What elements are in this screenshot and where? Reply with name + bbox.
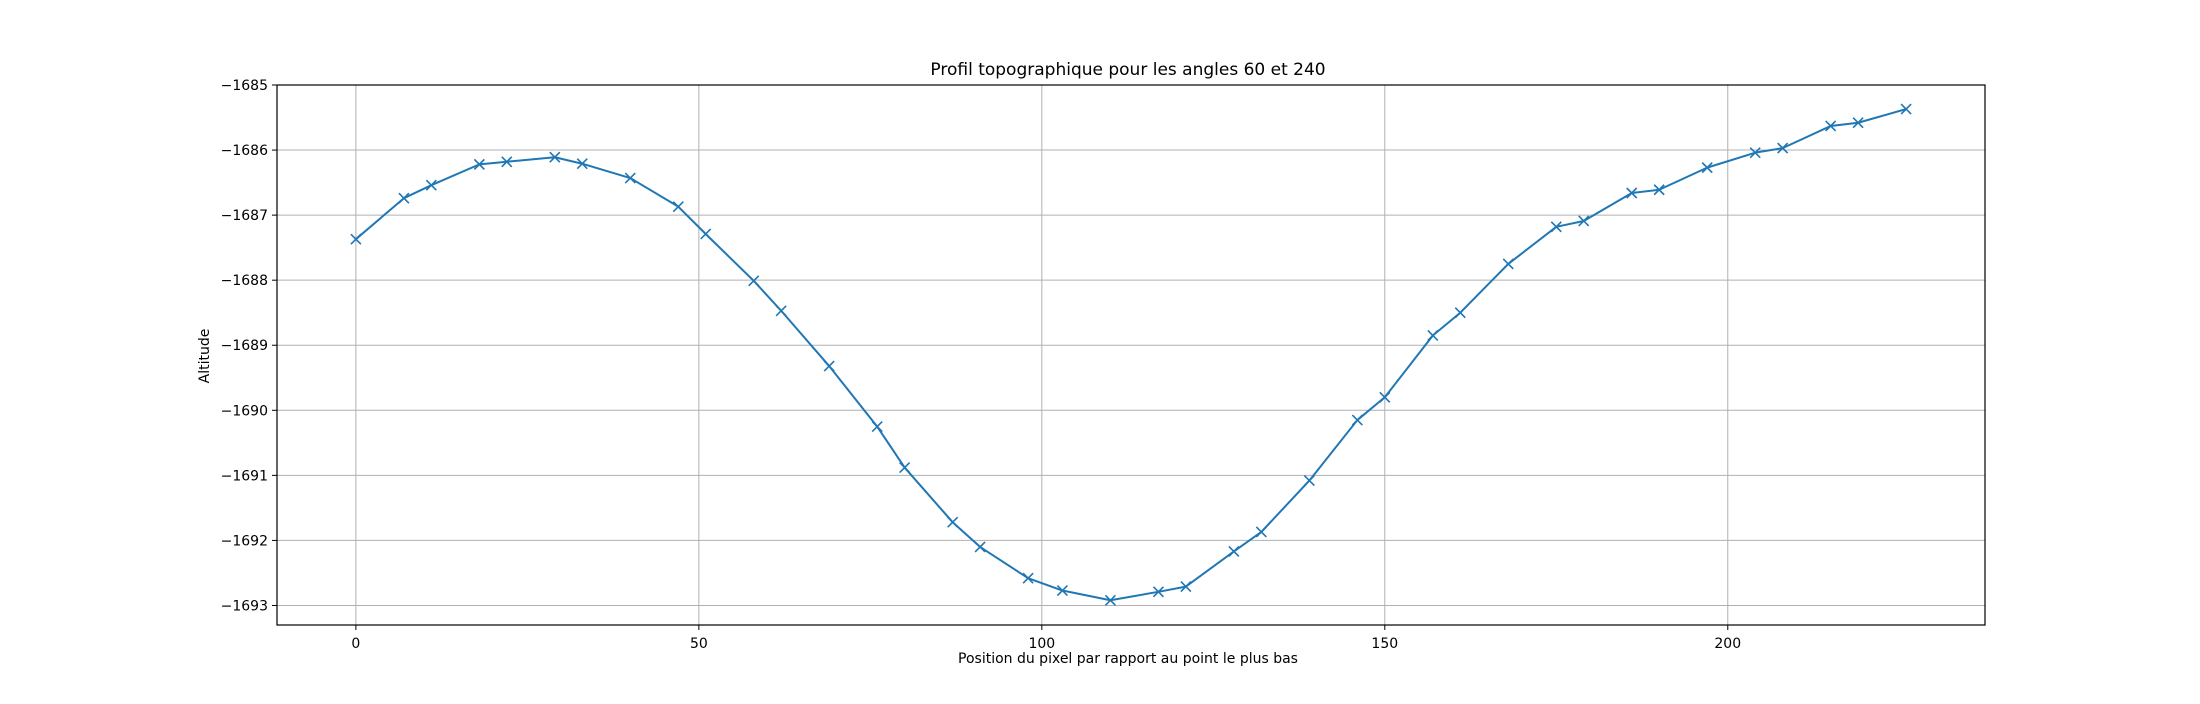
- data-point-marker: [624, 172, 636, 184]
- y-tick-label: −1685: [221, 78, 268, 94]
- data-point-marker: [1152, 586, 1165, 598]
- y-tick-label: −1688: [221, 273, 268, 289]
- data-point-marker: [1550, 221, 1562, 233]
- y-tick-label: −1687: [221, 208, 268, 224]
- data-point-marker: [576, 158, 588, 170]
- x-tick-label: 50: [690, 636, 708, 652]
- y-axis-label: Altitude: [197, 329, 213, 384]
- data-point-marker: [899, 461, 911, 474]
- data-point-marker: [1777, 142, 1789, 154]
- axes: 0 50 100 150 200 −1685 −1686 −1687 −1688 −1689 −16…: [221, 78, 1986, 652]
- data-point-marker: [1701, 162, 1713, 174]
- x-tick-label: 200: [1714, 636, 1741, 652]
- data-point-marker: [1454, 307, 1466, 319]
- data-point-marker: [1502, 258, 1514, 270]
- data-point-marker: [775, 305, 787, 317]
- series-line: [355, 108, 1907, 602]
- data-point-marker: [1900, 103, 1912, 115]
- data-point-marker: [1104, 594, 1116, 606]
- data-point-marker: [1022, 572, 1034, 584]
- axes-frame: [276, 84, 1986, 626]
- data-point-marker: [1578, 215, 1590, 227]
- plot-area: [350, 103, 1912, 606]
- data-point-marker: [1626, 187, 1638, 199]
- y-tick-label: −1692: [221, 533, 268, 549]
- data-point-marker: [871, 421, 883, 433]
- data-point-marker: [501, 156, 513, 168]
- data-point-marker: [748, 275, 760, 287]
- y-tick-label: −1689: [221, 338, 268, 354]
- data-point-marker: [350, 233, 362, 245]
- data-point-marker: [1653, 184, 1665, 196]
- data-point-marker: [947, 516, 959, 528]
- data-point-marker: [1825, 120, 1837, 132]
- data-point-marker: [1228, 545, 1240, 558]
- data-point-marker: [1056, 584, 1068, 597]
- x-axis-label: Position du pixel par rapport au point l…: [958, 651, 1298, 667]
- data-point-marker: [1180, 581, 1192, 593]
- x-tick-label: 150: [1371, 636, 1398, 652]
- data-point-marker: [1303, 475, 1315, 487]
- y-tick-label: −1686: [221, 143, 268, 159]
- x-tick-label: 100: [1028, 636, 1055, 652]
- data-point-marker: [473, 158, 485, 170]
- data-point-marker: [672, 201, 684, 213]
- y-tick-label: −1693: [221, 598, 268, 614]
- data-point-marker: [1379, 391, 1391, 403]
- data-point-marker: [1852, 117, 1864, 129]
- chart-title: Profil topographique pour les angles 60 …: [930, 60, 1325, 80]
- data-point-marker: [1427, 329, 1439, 342]
- data-point-marker: [425, 179, 437, 191]
- y-tick-label: −1690: [221, 403, 268, 419]
- data-point-marker: [823, 360, 835, 372]
- y-tick-label: −1691: [221, 468, 268, 484]
- data-point-marker: [549, 151, 561, 163]
- data-point-marker: [1255, 526, 1267, 538]
- x-tick-label: 0: [351, 636, 360, 652]
- data-point-marker: [398, 192, 410, 204]
- data-point-marker: [1749, 147, 1761, 159]
- data-point-marker: [700, 228, 712, 240]
- data-point-marker: [1351, 414, 1363, 426]
- data-point-marker: [974, 541, 986, 553]
